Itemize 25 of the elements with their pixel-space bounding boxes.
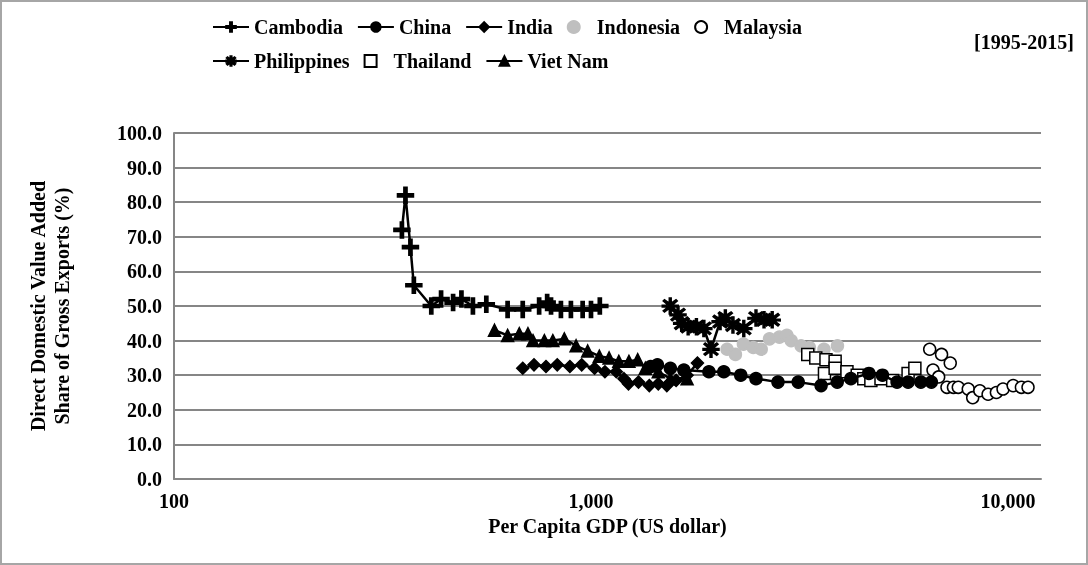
y-tick-label: 90.0 [127,156,162,179]
legend-label: India [507,16,553,38]
y-tick-label: 40.0 [127,329,162,352]
y-tick-label: 70.0 [127,225,162,248]
y-tick-label: 0.0 [137,468,162,490]
y-tick-label: 80.0 [127,191,162,214]
legend-label: China [398,16,452,38]
y-axis-title: Direct Domestic Value Added Share of Gross Exports (%) [27,180,74,432]
x-tick-label: 100 [159,490,189,512]
legend-label: Indonesia [596,16,681,38]
y-tick-label: 100.0 [117,122,162,144]
y-tick-label: 50.0 [127,295,162,317]
y-tick-label: 20.0 [127,398,162,421]
text: [1995-2015] [974,31,1074,53]
legend-label: Viet Nam [527,50,609,72]
y-tick-label: 60.0 [127,260,162,283]
x-tick-label: 10,000 [980,490,1036,512]
legend-label: Cambodia [254,16,343,38]
legend-label: Thailand [393,50,472,72]
x-tick-label: 1,000 [568,490,614,512]
legend-label: Malaysia [724,16,802,39]
x-axis-title: Per Capita GDP (US dollar) [488,514,727,538]
legend-label: Philippines [254,50,350,73]
y-tick-label: 10.0 [127,433,162,456]
y-tick-label: 30.0 [127,364,162,387]
